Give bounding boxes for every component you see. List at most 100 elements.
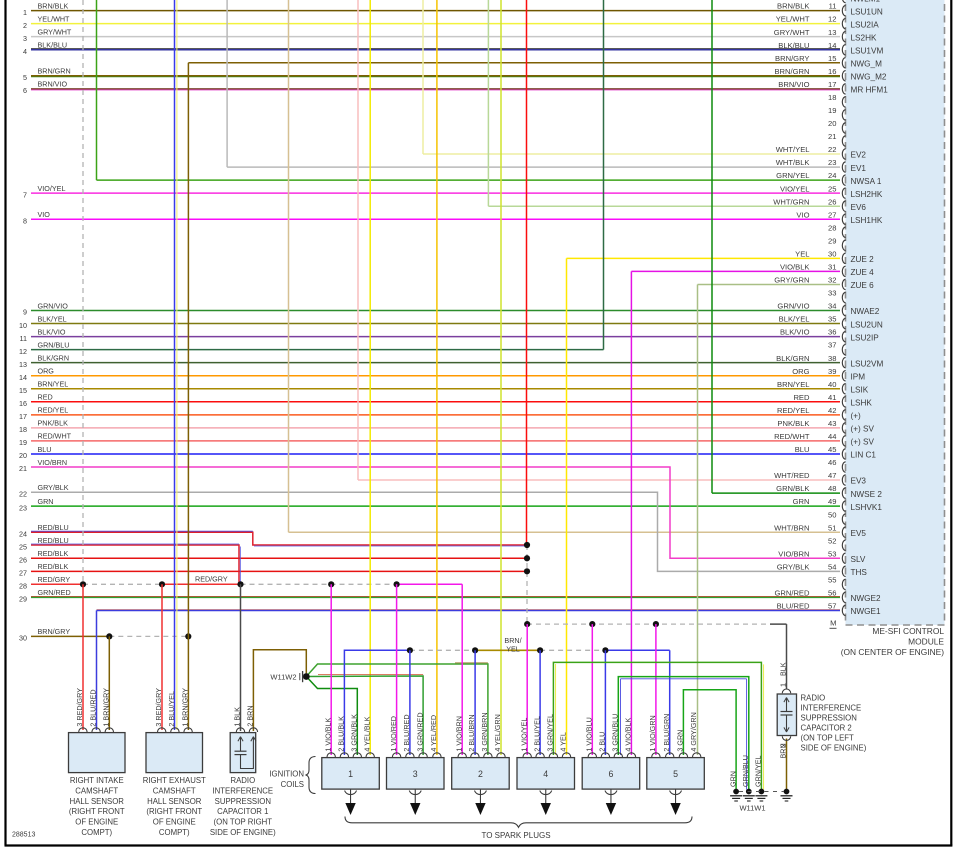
svg-text:19: 19 bbox=[19, 438, 27, 447]
svg-text:BLK/GRN: BLK/GRN bbox=[38, 353, 70, 362]
svg-text:NWG_M: NWG_M bbox=[851, 59, 883, 68]
svg-text:3 GRN/BLU: 3 GRN/BLU bbox=[611, 714, 620, 752]
svg-text:2 BLU/BRN: 2 BLU/BRN bbox=[467, 714, 476, 751]
svg-text:10: 10 bbox=[19, 321, 27, 330]
svg-text:BLK/YEL: BLK/YEL bbox=[779, 315, 810, 324]
svg-text:23: 23 bbox=[19, 503, 27, 512]
svg-text:LSH2HK: LSH2HK bbox=[851, 190, 883, 199]
svg-text:RED/GRY: RED/GRY bbox=[195, 574, 228, 583]
svg-text:NWSE 2: NWSE 2 bbox=[851, 490, 883, 499]
svg-text:(RIGHT FRONT: (RIGHT FRONT bbox=[69, 807, 125, 816]
svg-text:CAMSHAFT: CAMSHAFT bbox=[75, 786, 118, 795]
svg-text:3 RED/GRY: 3 RED/GRY bbox=[75, 688, 84, 727]
svg-text:4: 4 bbox=[543, 769, 548, 779]
svg-text:26: 26 bbox=[19, 555, 27, 564]
svg-text:17: 17 bbox=[828, 80, 836, 89]
svg-text:2 BLU/YEL: 2 BLU/YEL bbox=[532, 716, 541, 752]
svg-text:WHT/RED: WHT/RED bbox=[774, 471, 810, 480]
svg-text:M: M bbox=[830, 619, 836, 628]
svg-text:RED: RED bbox=[793, 393, 810, 402]
svg-text:2: 2 bbox=[478, 769, 483, 779]
svg-text:SLV: SLV bbox=[851, 555, 866, 564]
svg-text:GRN/RED: GRN/RED bbox=[38, 588, 71, 597]
svg-text:1 BRN/GRY: 1 BRN/GRY bbox=[180, 688, 189, 727]
svg-text:COILS: COILS bbox=[281, 780, 304, 789]
svg-text:19: 19 bbox=[828, 106, 836, 115]
svg-text:GRY/GRN: GRY/GRN bbox=[774, 276, 809, 285]
svg-text:BLK/GRN: BLK/GRN bbox=[776, 354, 809, 363]
svg-text:VIO/YEL: VIO/YEL bbox=[38, 184, 66, 193]
svg-text:34: 34 bbox=[828, 302, 836, 311]
svg-text:3 GRN: 3 GRN bbox=[676, 730, 685, 752]
svg-text:3: 3 bbox=[23, 34, 27, 43]
svg-text:NWLM1: NWLM1 bbox=[851, 0, 881, 3]
svg-text:WHT/BLK: WHT/BLK bbox=[776, 158, 810, 167]
svg-text:4 VIO/BLK: 4 VIO/BLK bbox=[624, 717, 633, 751]
svg-text:14: 14 bbox=[828, 41, 836, 50]
svg-text:3: 3 bbox=[413, 769, 418, 779]
svg-text:2: 2 bbox=[779, 744, 788, 748]
svg-text:44: 44 bbox=[828, 432, 836, 441]
svg-text:2 BLU/GRN: 2 BLU/GRN bbox=[662, 714, 671, 752]
svg-text:11: 11 bbox=[829, 2, 837, 11]
svg-text:EV1: EV1 bbox=[851, 164, 867, 173]
svg-text:9: 9 bbox=[23, 308, 27, 317]
svg-text:37: 37 bbox=[828, 341, 836, 350]
svg-text:2 BLU: 2 BLU bbox=[598, 732, 607, 752]
svg-text:NWSA 1: NWSA 1 bbox=[851, 177, 882, 186]
svg-text:GRN: GRN bbox=[38, 497, 54, 506]
svg-text:3 GRN/BRN: 3 GRN/BRN bbox=[480, 712, 489, 751]
svg-text:(ON CENTER OF ENGINE): (ON CENTER OF ENGINE) bbox=[841, 647, 945, 657]
svg-text:SIDE OF ENGINE): SIDE OF ENGINE) bbox=[210, 828, 276, 837]
svg-text:23: 23 bbox=[828, 158, 836, 167]
svg-text:33: 33 bbox=[828, 289, 836, 298]
svg-text:LIN C1: LIN C1 bbox=[851, 451, 877, 460]
svg-text:55: 55 bbox=[828, 575, 836, 584]
svg-text:17: 17 bbox=[19, 412, 27, 421]
svg-text:1 VIO/GRN: 1 VIO/GRN bbox=[648, 715, 657, 751]
svg-text:1: 1 bbox=[779, 683, 788, 687]
svg-text:20: 20 bbox=[828, 119, 836, 128]
svg-text:56: 56 bbox=[828, 589, 836, 598]
svg-text:4 YEL/GRN: 4 YEL/GRN bbox=[493, 714, 502, 751]
svg-text:2 BLU/RED: 2 BLU/RED bbox=[402, 714, 411, 751]
svg-text:53: 53 bbox=[828, 549, 836, 558]
svg-text:RED/GRY: RED/GRY bbox=[38, 575, 71, 584]
svg-text:BLK/VIO: BLK/VIO bbox=[38, 327, 66, 336]
svg-text:LSIK: LSIK bbox=[851, 385, 869, 394]
svg-text:INTERFERENCE: INTERFERENCE bbox=[801, 703, 862, 712]
svg-text:BLK/YEL: BLK/YEL bbox=[38, 314, 67, 323]
svg-text:HALL SENSOR: HALL SENSOR bbox=[70, 797, 125, 806]
svg-text:SIDE OF ENGINE): SIDE OF ENGINE) bbox=[801, 743, 867, 752]
svg-text:LSU2UN: LSU2UN bbox=[851, 320, 883, 329]
svg-text:GRN/BLU: GRN/BLU bbox=[38, 340, 70, 349]
svg-text:CAPACITOR 2: CAPACITOR 2 bbox=[801, 723, 852, 732]
svg-text:16: 16 bbox=[19, 399, 27, 408]
svg-text:(+): (+) bbox=[851, 412, 862, 421]
svg-text:2 BLU/RED: 2 BLU/RED bbox=[88, 689, 97, 726]
svg-text:MR HFM1: MR HFM1 bbox=[851, 86, 889, 95]
svg-text:3 RED/GRY: 3 RED/GRY bbox=[154, 688, 163, 727]
svg-text:VIO/BRN: VIO/BRN bbox=[778, 549, 809, 558]
svg-text:49: 49 bbox=[828, 497, 836, 506]
svg-text:CAPACITOR 1: CAPACITOR 1 bbox=[217, 807, 268, 816]
svg-text:NWAE2: NWAE2 bbox=[851, 307, 880, 316]
svg-text:45: 45 bbox=[828, 445, 836, 454]
svg-text:BRN/VIO: BRN/VIO bbox=[38, 80, 68, 89]
svg-text:4 YEL: 4 YEL bbox=[559, 732, 568, 751]
svg-text:20: 20 bbox=[19, 451, 27, 460]
svg-text:27: 27 bbox=[19, 569, 27, 578]
svg-text:GRY/WHT: GRY/WHT bbox=[38, 27, 72, 36]
svg-text:42: 42 bbox=[828, 406, 836, 415]
svg-text:36: 36 bbox=[828, 328, 836, 337]
svg-text:18: 18 bbox=[828, 93, 836, 102]
svg-text:EV6: EV6 bbox=[851, 203, 867, 212]
svg-text:GRN/VIO: GRN/VIO bbox=[38, 301, 69, 310]
svg-text:(+) SV: (+) SV bbox=[851, 425, 875, 434]
svg-text:1 VIO/RED: 1 VIO/RED bbox=[389, 716, 398, 752]
svg-text:GRN: GRN bbox=[793, 497, 810, 506]
svg-text:NWGE1: NWGE1 bbox=[851, 607, 881, 616]
svg-text:TO SPARK PLUGS: TO SPARK PLUGS bbox=[481, 831, 550, 840]
svg-text:48: 48 bbox=[828, 484, 836, 493]
svg-text:BRN/BLK: BRN/BLK bbox=[777, 2, 810, 11]
